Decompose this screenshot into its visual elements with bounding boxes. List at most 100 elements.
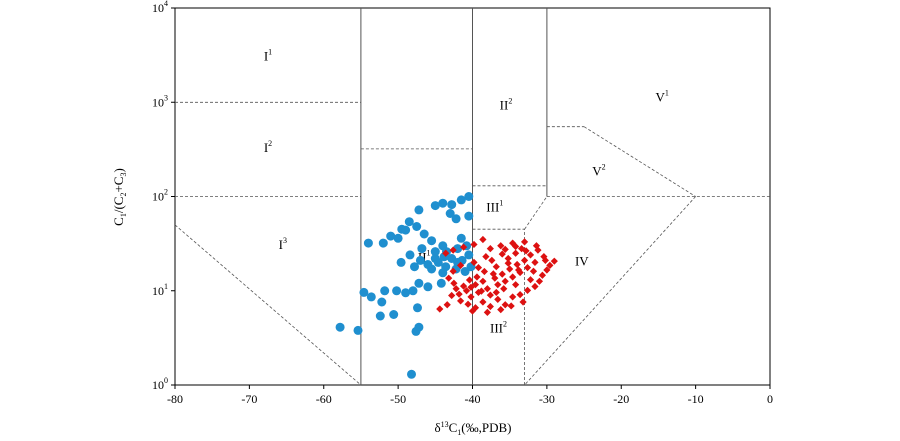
data-point-blue-7 [464,211,474,221]
data-point-red-67 [507,302,515,310]
data-point-red-38 [494,295,502,303]
data-point-red-88 [501,245,509,253]
data-point-red-13 [494,281,502,289]
data-point-red-4 [459,282,468,290]
y-tick-label-4: 103 [152,93,168,109]
x-tick-label-4: -50 [390,392,406,406]
region-i1: I1 [264,47,272,63]
data-point-blue-53 [366,292,376,302]
data-point-red-30 [480,267,488,276]
data-point-red-81 [449,267,457,275]
data-point-red-68 [519,298,527,306]
data-point-red-2 [452,285,460,293]
y-axis-title: C1/(C2+C3) [111,168,128,226]
data-point-red-50 [532,242,541,250]
data-point-blue-15 [378,238,388,248]
data-point-red-15 [501,277,509,285]
data-point-blue-48 [408,286,418,296]
data-point-red-19 [516,268,524,277]
y-tick-label-1: 100 [152,376,168,392]
data-point-blue-2 [456,195,466,205]
data-point-red-48 [550,257,558,265]
region-iii1: III1 [486,198,503,214]
region-v2: V2 [592,162,605,178]
data-point-blue-51 [380,286,390,296]
data-point-red-18 [513,260,521,269]
data-point-red-42 [523,286,532,294]
region-labels: I1I2I3II1II2III1III2IVV1V2 [264,47,669,335]
data-point-red-83 [474,264,483,272]
data-point-red-11 [486,291,494,299]
data-point-red-82 [489,270,497,278]
data-point-red-32 [465,276,474,284]
data-point-blue-34 [427,264,437,274]
x-axis-title: δ13C1(‰,PDB) [434,420,511,437]
data-point-red-16 [506,265,514,273]
data-point-blue-1 [464,192,474,201]
data-point-blue-45 [436,278,446,288]
data-point-red-5 [462,287,471,295]
data-point-red-1 [450,279,458,287]
data-point-blue-59 [413,303,422,313]
data-point-red-77 [498,250,506,258]
data-point-blue-4 [438,198,448,208]
data-point-red-21 [523,264,532,272]
data-point-blue-5 [430,201,440,211]
x-axis-ticks: -80 -70 -60 -50 -40 -30 -20 -10 0 [167,385,773,406]
y-tick-label-5: 104 [152,0,168,15]
data-point-blue-47 [423,282,433,292]
x-tick-label-3: -60 [316,392,332,406]
data-point-red-37 [486,302,494,311]
data-point-blue-54 [359,287,369,297]
data-point-red-74 [526,276,535,284]
data-point-blue-50 [392,286,402,296]
data-point-red-29 [488,256,496,264]
series-red [436,235,558,316]
data-point-blue-14 [386,231,396,241]
data-point-blue-6 [414,205,424,215]
data-point-red-87 [512,242,520,251]
region-ii2: II2 [500,96,513,112]
x-tick-label-8: -10 [688,392,704,406]
region-i3: I3 [279,236,287,252]
data-point-blue-58 [335,322,345,332]
data-point-blue-25 [417,244,427,254]
boundary-line-15 [524,196,696,386]
boundary-line-14 [583,126,696,197]
data-point-blue-43 [405,250,415,260]
data-point-blue-19 [427,236,437,246]
data-point-red-45 [538,271,547,279]
data-point-red-61 [448,291,456,300]
data-point-red-53 [497,242,505,250]
region-i2: I2 [264,139,272,155]
data-point-red-79 [470,258,478,266]
x-tick-label-7: -20 [613,392,629,406]
x-tick-label-5: -40 [465,392,481,406]
data-point-blue-38 [430,247,440,257]
data-point-red-65 [483,308,491,316]
data-point-blue-11 [419,229,429,239]
data-point-red-10 [483,285,491,293]
data-point-blue-23 [456,233,466,243]
data-point-red-7 [471,281,480,289]
data-point-blue-49 [401,288,411,298]
data-point-red-35 [471,304,480,312]
data-point-red-72 [467,283,475,291]
data-point-red-24 [534,246,542,254]
data-point-blue-55 [389,310,399,319]
region-boundaries [174,8,770,386]
data-point-red-39 [501,301,509,309]
data-point-red-62 [436,305,444,313]
data-point-red-75 [515,266,523,274]
data-point-red-78 [482,253,490,261]
data-point-red-59 [442,249,450,257]
data-point-red-20 [520,256,529,264]
data-point-red-84 [529,267,538,275]
data-point-red-80 [457,261,465,269]
data-point-red-34 [464,300,472,308]
data-point-red-86 [522,247,530,255]
data-point-blue-17 [393,233,403,243]
data-point-red-51 [520,238,529,246]
data-point-red-25 [492,263,500,271]
